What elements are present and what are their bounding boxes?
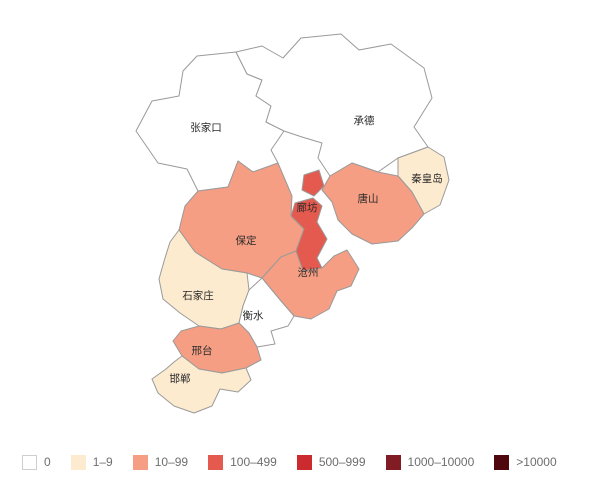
legend-label: 1–9: [92, 455, 113, 469]
legend-swatch-icon: [385, 455, 401, 470]
map-region-hengshui[interactable]: [238, 277, 295, 348]
legend-swatch-icon: [296, 455, 312, 470]
legend-label: 0: [44, 455, 51, 469]
legend-swatch-icon: [494, 455, 510, 470]
map-region-langfang[interactable]: [301, 169, 325, 197]
map-region-langfang[interactable]: [290, 197, 328, 272]
legend-label: 100–499: [230, 455, 277, 469]
legend-swatch-icon: [70, 455, 86, 470]
legend-label: 10–99: [154, 455, 189, 469]
legend-label: 500–999: [318, 455, 366, 469]
legend: 0 1–9 10–99 100–499 500–999 1000–10000 >10000: [22, 455, 557, 470]
legend-item-4[interactable]: 100–499: [208, 455, 277, 470]
map-region-tangshan[interactable]: [321, 162, 425, 245]
legend-item-5[interactable]: 500–999: [296, 455, 366, 470]
legend-swatch-icon: [132, 455, 148, 470]
legend-item-2[interactable]: 1–9: [70, 455, 113, 470]
legend-item-3[interactable]: 10–99: [132, 455, 189, 470]
legend-label: 1000–10000: [407, 455, 475, 469]
legend-item-1[interactable]: 0: [22, 455, 51, 470]
legend-swatch-icon: [22, 455, 37, 470]
map-region-handan[interactable]: [151, 355, 252, 414]
legend-item-6[interactable]: 1000–10000: [385, 455, 475, 470]
legend-item-7[interactable]: >10000: [494, 455, 557, 470]
legend-swatch-icon: [208, 455, 224, 470]
legend-label: >10000: [516, 455, 557, 469]
